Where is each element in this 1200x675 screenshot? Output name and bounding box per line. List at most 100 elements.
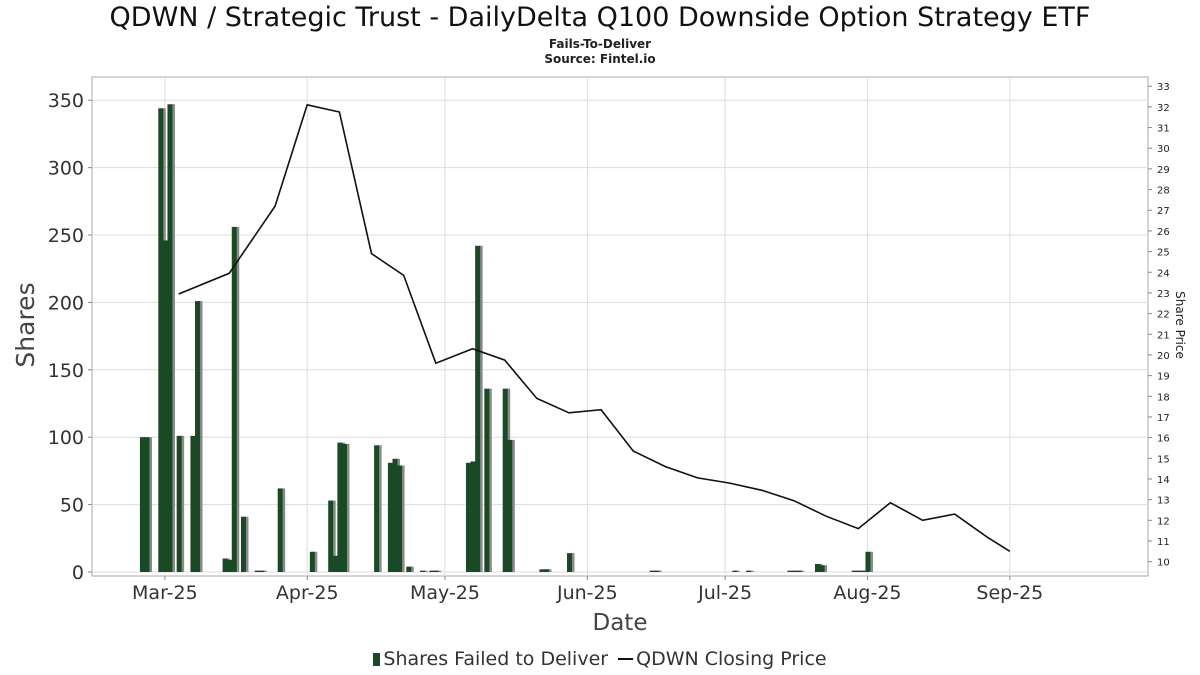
y-tick-label: 250 <box>48 225 84 247</box>
bar-shadow <box>313 551 318 572</box>
legend-line-label: QDWN Closing Price <box>636 648 827 670</box>
fails-bar <box>856 570 862 572</box>
bar-shadow <box>262 570 267 572</box>
fails-bar <box>158 108 164 572</box>
y-axis-label: Shares <box>11 282 40 367</box>
bar-shadow <box>244 516 249 572</box>
y-tick-label: 0 <box>72 562 84 584</box>
y-tick-label: 350 <box>48 90 84 112</box>
chart-source: Source: Fintel.io <box>544 52 656 66</box>
bar-shadow <box>377 445 382 572</box>
fails-bar <box>865 551 871 572</box>
fails-bar <box>277 488 283 572</box>
y2-tick-label: 19 <box>1157 372 1170 383</box>
y2-tick-label: 30 <box>1157 144 1170 155</box>
y2-axis-label: Share Price <box>1173 291 1187 359</box>
fails-bar <box>190 435 196 572</box>
fails-bar <box>227 559 233 572</box>
fails-bar <box>566 553 572 572</box>
bar-shadow <box>868 551 873 572</box>
y2-tick-label: 32 <box>1157 103 1170 114</box>
fails-bar <box>162 240 168 573</box>
bar-shadow <box>823 565 828 572</box>
bar-shadow <box>657 570 662 572</box>
bar-shadow <box>198 301 203 572</box>
axis-layer: 0 50 100 150 200 250 300 350 Mar-25 Apr-25 May-25 J… <box>48 82 1170 604</box>
x-tick-label: Jun-25 <box>556 582 618 604</box>
y2-tick-label: 13 <box>1157 496 1170 507</box>
y2-tick-label: 15 <box>1157 454 1170 465</box>
fails-bar <box>259 570 265 572</box>
y2-tick-label: 29 <box>1157 165 1170 176</box>
bar-shadow <box>735 570 740 572</box>
y-tick-label: 100 <box>48 427 84 449</box>
fails-bar <box>732 570 738 572</box>
y-tick-label: 200 <box>48 292 84 314</box>
fails-bar <box>240 516 246 572</box>
bar-shadow <box>400 465 405 572</box>
y2-tick-label: 11 <box>1157 537 1170 548</box>
fails-bar <box>792 570 797 572</box>
x-tick-label: Aug-25 <box>833 582 901 604</box>
fails-bar <box>433 570 439 572</box>
y2-tick-label: 28 <box>1157 186 1170 197</box>
fails-bar <box>337 442 343 572</box>
fails-bar <box>819 565 825 572</box>
bar-shadow <box>487 388 492 572</box>
fails-bar <box>167 104 173 573</box>
bar-shadow <box>570 553 575 572</box>
y2-tick-label: 27 <box>1157 206 1170 217</box>
x-tick-label: Apr-25 <box>276 582 339 604</box>
bar-swatch-icon <box>373 653 381 666</box>
y2-tick-label: 16 <box>1157 434 1170 445</box>
fails-bar <box>860 570 866 572</box>
bar-shadow <box>547 569 552 572</box>
legend-item-line[interactable]: QDWN Closing Price <box>614 648 827 670</box>
bar-shadow <box>437 570 442 572</box>
y2-tick-label: 17 <box>1157 413 1170 424</box>
fails-bar <box>341 443 347 572</box>
fails-bar <box>465 462 471 572</box>
bar-shadow <box>331 500 336 572</box>
line-swatch-icon <box>618 658 634 660</box>
y2-tick-label: 14 <box>1157 475 1170 486</box>
fails-bar <box>507 439 513 572</box>
fails-bar <box>397 465 403 572</box>
y2-tick-label: 31 <box>1157 124 1170 135</box>
bar-shadow <box>800 570 805 572</box>
fails-bar <box>231 226 237 572</box>
bar-shadow <box>180 435 185 572</box>
fails-bar <box>429 570 435 572</box>
fails-bar <box>309 551 315 572</box>
legend-bars-label: Shares Failed to Deliver <box>383 648 609 670</box>
fails-bar <box>406 566 412 572</box>
fails-bar <box>332 555 338 572</box>
x-tick-label: Jul-25 <box>697 582 752 604</box>
y2-tick-label: 22 <box>1157 310 1170 321</box>
fails-bar <box>392 458 398 572</box>
bar-shadow <box>423 570 428 572</box>
x-tick-label: Sep-25 <box>976 582 1043 604</box>
fails-bar <box>649 570 655 572</box>
plot-frame <box>91 76 1149 577</box>
fails-bar <box>144 437 150 572</box>
y-tick-label: 300 <box>48 158 84 180</box>
fails-bar <box>544 569 550 572</box>
legend-item-bars[interactable]: Shares Failed to Deliver <box>373 648 614 670</box>
y2-tick-label: 21 <box>1157 330 1170 341</box>
bar-layer <box>139 104 873 573</box>
grid-layer <box>92 77 1148 576</box>
fails-bar <box>796 570 802 572</box>
fails-bar <box>502 388 508 572</box>
fails-bar <box>746 570 752 572</box>
y2-tick-label: 10 <box>1157 558 1170 569</box>
bar-shadow <box>235 226 240 572</box>
y2-tick-label: 12 <box>1157 516 1170 527</box>
chart-subtitle: Fails-To-Deliver <box>548 37 652 51</box>
fails-bar <box>420 570 426 572</box>
fails-bar <box>139 437 145 572</box>
closing-price-line <box>178 103 1011 552</box>
y2-tick-label: 24 <box>1157 268 1170 279</box>
bar-shadow <box>478 245 483 573</box>
y2-tick-label: 18 <box>1157 392 1170 403</box>
